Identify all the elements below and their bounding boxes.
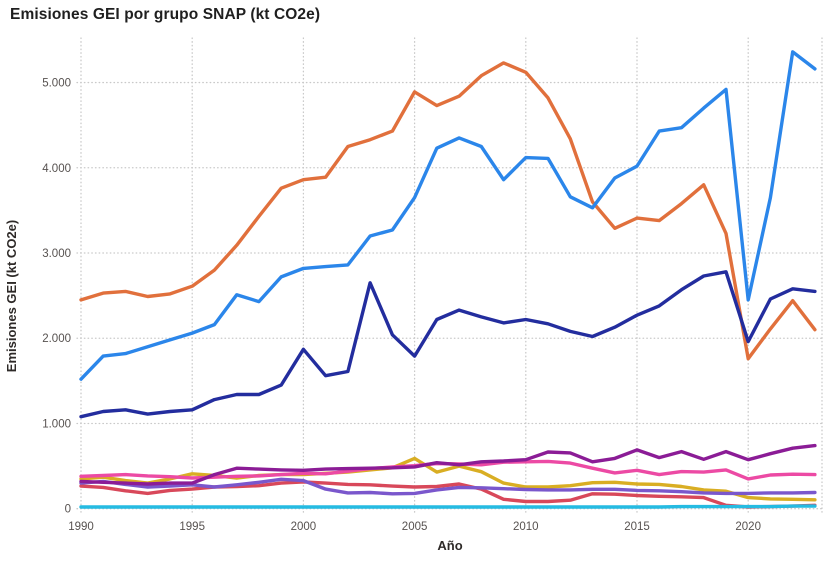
- series-line-red[interactable]: [79, 480, 817, 509]
- y-tick-label: 2.000: [42, 333, 71, 345]
- series-line-purple[interactable]: [79, 443, 817, 486]
- chart-title: Emisiones GEI por grupo SNAP (kt CO2e): [10, 6, 321, 23]
- y-tick-label: 1.000: [42, 418, 71, 430]
- series-line-blue[interactable]: [79, 50, 817, 381]
- y-tick-label: 3.000: [42, 248, 71, 260]
- y-tick-label: 4.000: [42, 163, 71, 175]
- x-tick-label: 2005: [402, 521, 428, 533]
- y-tick-label: 0: [65, 504, 71, 516]
- x-tick-label: 1990: [68, 521, 94, 533]
- series-line-orange[interactable]: [79, 61, 817, 361]
- series-line-violet[interactable]: [79, 477, 817, 496]
- x-tick-label: 2020: [735, 521, 761, 533]
- x-tick-label: 2000: [291, 521, 317, 533]
- series-line-navy[interactable]: [79, 270, 817, 419]
- x-tick-label: 2010: [513, 521, 539, 533]
- series-line-cyan[interactable]: [79, 504, 817, 509]
- x-tick-label: 1995: [179, 521, 205, 533]
- x-tick-label: 2015: [624, 521, 650, 533]
- y-axis-title: Emisiones GEI (kt CO2e): [4, 220, 19, 372]
- y-tick-label: 5.000: [42, 78, 71, 90]
- x-axis-title: Año: [437, 538, 462, 553]
- series-line-yellow[interactable]: [79, 456, 817, 502]
